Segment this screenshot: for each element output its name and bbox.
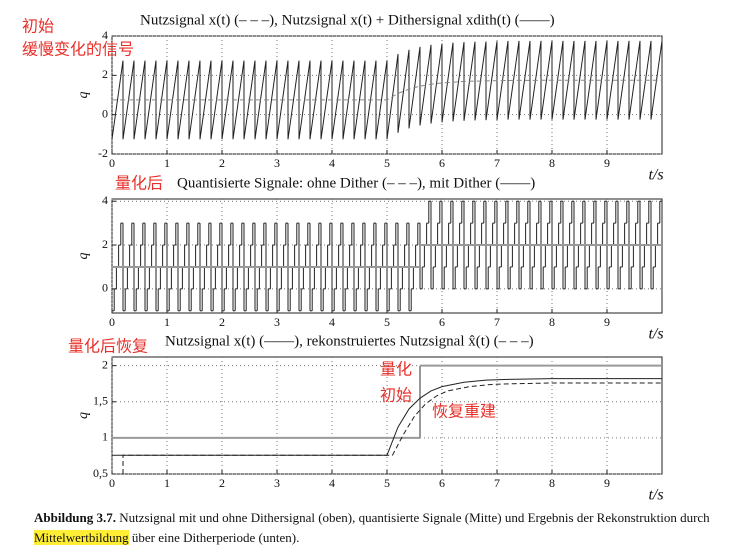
x-tick-label: 9 [604,315,610,329]
series-line [111,40,663,140]
annotation: 量化后恢复 [68,337,148,356]
x-tick-label: 2 [219,315,225,329]
y-tick-label: 2 [102,237,108,251]
y-tick-label: 0 [102,281,108,295]
y-tick-label: 4 [102,28,108,42]
annotation: 量化后 [115,174,163,193]
y-tick-label: 0,5 [93,466,108,480]
caption-text: Nutzsignal mit und ohne Dithersignal (ob… [119,510,710,525]
x-tick-label: 3 [274,156,280,170]
y-tick-label: -2 [98,146,108,160]
annotation: 量化 [380,360,412,379]
x-tick-label: 4 [329,476,335,490]
x-tick-label: 9 [604,156,610,170]
y-tick-label: 4 [102,193,108,207]
y-axis-label: q [76,253,91,260]
y-tick-label: 1 [102,430,108,444]
annotation: 初始 [380,386,412,405]
x-tick-label: 6 [439,476,445,490]
x-tick-label: 0 [109,156,115,170]
x-tick-label: 8 [549,315,555,329]
x-tick-label: 5 [384,156,390,170]
y-axis-label: q [76,412,91,419]
x-tick-label: 4 [329,156,335,170]
caption-end: über eine Ditherperiode (unten). [131,530,300,545]
x-tick-label: 4 [329,315,335,329]
y-tick-label: 1,5 [93,394,108,408]
x-tick-label: 7 [494,156,500,170]
series-line [122,382,662,474]
caption: Abbildung 3.7. Nutzsignal mit und ohne D… [34,508,724,548]
y-axis-label: q [76,92,91,99]
x-tick-label: 7 [494,476,500,490]
y-tick-label: 0 [102,106,108,120]
x-axis-label: t/s [648,167,663,184]
annotation: 恢复重建 [432,402,496,421]
x-tick-label: 8 [549,156,555,170]
chart-title: Nutzsignal x(t) (——), rekonstruiertes Nu… [165,333,534,349]
x-tick-label: 2 [219,476,225,490]
x-tick-label: 5 [384,476,390,490]
series-line [112,378,662,456]
annotation: 初始 [22,17,54,36]
x-tick-label: 9 [604,476,610,490]
x-tick-label: 2 [219,156,225,170]
y-tick-label: 2 [102,67,108,81]
x-tick-label: 5 [384,315,390,329]
x-axis-label: t/s [648,326,663,343]
x-tick-label: 3 [274,476,280,490]
caption-highlight: Mittelwertbildung [34,530,129,545]
x-tick-label: 1 [164,156,170,170]
x-tick-label: 1 [164,476,170,490]
x-tick-label: 0 [109,315,115,329]
chart-title: Quantisierte Signale: ohne Dither (– – –… [177,175,535,191]
x-tick-label: 0 [109,476,115,490]
y-tick-label: 2 [102,357,108,371]
x-axis-label: t/s [648,487,663,500]
x-tick-label: 8 [549,476,555,490]
x-tick-label: 1 [164,315,170,329]
chart-title: Nutzsignal x(t) (– – –), Nutzsignal x(t)… [140,12,555,28]
x-tick-label: 3 [274,315,280,329]
x-tick-label: 6 [439,315,445,329]
x-tick-label: 7 [494,315,500,329]
annotation: 缓慢变化的信号 [22,40,134,59]
x-tick-label: 6 [439,156,445,170]
caption-label: Abbildung 3.7. [34,510,117,525]
